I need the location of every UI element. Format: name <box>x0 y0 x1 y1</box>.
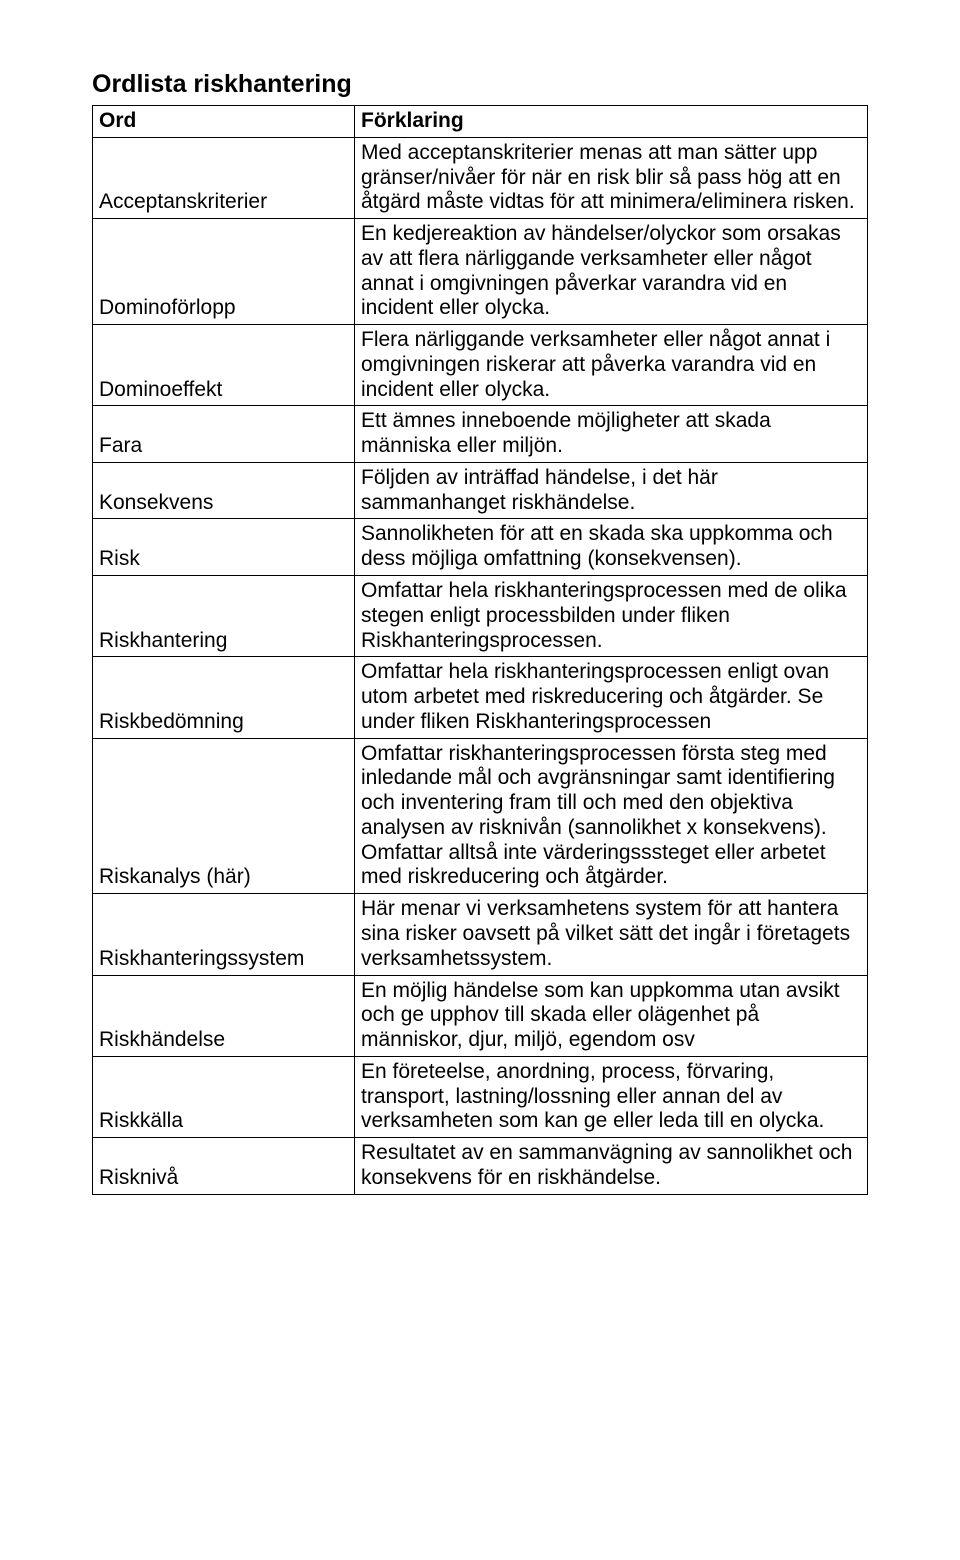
definition-cell: Omfattar hela riskhanteringsprocessen me… <box>355 576 868 657</box>
term-cell: Fara <box>93 406 355 463</box>
table-row: Riskkälla En företeelse, anordning, proc… <box>93 1056 868 1137</box>
table-row: Risknivå Resultatet av en sammanvägning … <box>93 1138 868 1195</box>
definition-cell: Ett ämnes inneboende möjligheter att ska… <box>355 406 868 463</box>
table-row: Riskhändelse En möjlig händelse som kan … <box>93 975 868 1056</box>
definition-cell: En möjlig händelse som kan uppkomma utan… <box>355 975 868 1056</box>
table-row: Acceptanskriterier Med acceptanskriterie… <box>93 137 868 218</box>
definition-cell: Med acceptanskriterier menas att man sät… <box>355 137 868 218</box>
definition-cell: En företeelse, anordning, process, förva… <box>355 1056 868 1137</box>
definition-cell: Omfattar hela riskhanteringsprocessen en… <box>355 657 868 738</box>
glossary-table: Ord Förklaring Acceptanskriterier Med ac… <box>92 105 868 1195</box>
table-row: Riskanalys (här) Omfattar riskhanterings… <box>93 738 868 894</box>
column-header-term: Ord <box>93 106 355 138</box>
term-cell: Riskhanteringssystem <box>93 894 355 975</box>
table-row: Riskhanteringssystem Här menar vi verksa… <box>93 894 868 975</box>
term-cell: Risk <box>93 519 355 576</box>
page-title: Ordlista riskhantering <box>92 70 868 99</box>
table-row: Risk Sannolikheten för att en skada ska … <box>93 519 868 576</box>
table-row: Riskhantering Omfattar hela riskhanterin… <box>93 576 868 657</box>
definition-cell: Följden av inträffad händelse, i det här… <box>355 462 868 519</box>
term-cell: Konsekvens <box>93 462 355 519</box>
definition-cell: En kedjereaktion av händelser/olyckor so… <box>355 219 868 325</box>
definition-cell: Resultatet av en sammanvägning av sannol… <box>355 1138 868 1195</box>
term-cell: Riskhantering <box>93 576 355 657</box>
definition-cell: Sannolikheten för att en skada ska uppko… <box>355 519 868 576</box>
table-row: Dominoeffekt Flera närliggande verksamhe… <box>93 325 868 406</box>
term-cell: Dominoeffekt <box>93 325 355 406</box>
table-header-row: Ord Förklaring <box>93 106 868 138</box>
term-cell: Riskhändelse <box>93 975 355 1056</box>
column-header-definition: Förklaring <box>355 106 868 138</box>
term-cell: Acceptanskriterier <box>93 137 355 218</box>
definition-cell: Här menar vi verksamhetens system för at… <box>355 894 868 975</box>
term-cell: Riskkälla <box>93 1056 355 1137</box>
term-cell: Dominoförlopp <box>93 219 355 325</box>
definition-cell: Omfattar riskhanteringsprocessen första … <box>355 738 868 894</box>
table-row: Dominoförlopp En kedjereaktion av händel… <box>93 219 868 325</box>
term-cell: Riskanalys (här) <box>93 738 355 894</box>
table-row: Riskbedömning Omfattar hela riskhanterin… <box>93 657 868 738</box>
table-row: Konsekvens Följden av inträffad händelse… <box>93 462 868 519</box>
document-page: Ordlista riskhantering Ord Förklaring Ac… <box>0 0 960 1235</box>
term-cell: Riskbedömning <box>93 657 355 738</box>
term-cell: Risknivå <box>93 1138 355 1195</box>
definition-cell: Flera närliggande verksamheter eller någ… <box>355 325 868 406</box>
table-row: Fara Ett ämnes inneboende möjligheter at… <box>93 406 868 463</box>
